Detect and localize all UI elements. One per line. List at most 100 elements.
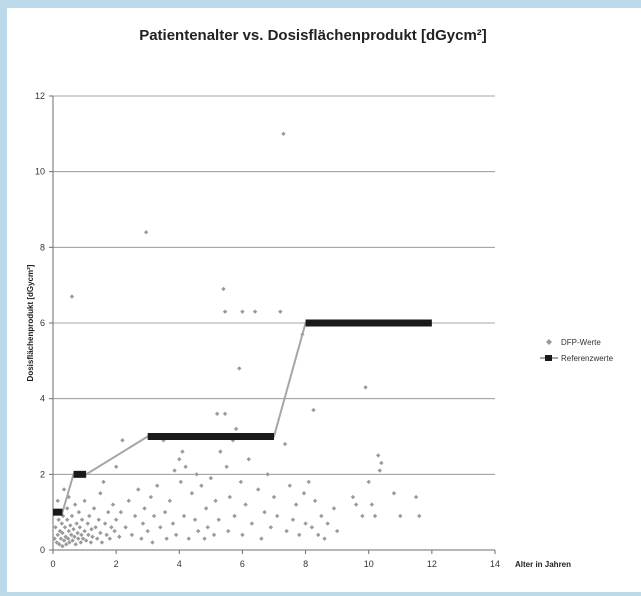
data-point: [140, 521, 146, 526]
data-point: [398, 513, 403, 519]
data-point: [391, 491, 397, 496]
data-point: [252, 309, 258, 314]
data-point: [129, 532, 135, 538]
reference-segment: [305, 319, 432, 327]
data-point: [98, 530, 103, 536]
data-point: [82, 528, 87, 534]
data-point: [112, 528, 117, 534]
data-point: [120, 438, 125, 443]
data-point: [311, 407, 316, 413]
data-point: [186, 536, 191, 541]
data-point: [224, 464, 229, 469]
data-point: [301, 491, 307, 496]
data-point: [170, 521, 176, 526]
data-point: [69, 513, 75, 519]
data-point: [58, 536, 64, 541]
data-point: [312, 498, 318, 504]
data-point: [65, 536, 71, 541]
data-point: [85, 521, 90, 526]
data-point: [113, 464, 119, 469]
data-point: [109, 525, 114, 530]
data-point: [240, 532, 245, 538]
data-point: [102, 521, 108, 526]
data-point: [377, 468, 382, 473]
data-point: [173, 532, 179, 538]
data-point: [82, 498, 87, 504]
data-point: [265, 472, 270, 477]
data-point: [214, 411, 220, 416]
data-point: [110, 502, 116, 507]
data-point: [284, 528, 289, 534]
data-point: [145, 528, 150, 534]
x-tick-label: 4: [177, 559, 182, 569]
x-tick-label: 12: [427, 559, 437, 569]
data-point: [262, 509, 267, 515]
data-point: [216, 517, 221, 522]
data-point: [113, 517, 119, 522]
data-point: [379, 460, 384, 466]
tick-labels: 0 2 4 6 8 10 12 0 2 4 6 8 10 12 14: [35, 91, 500, 569]
data-point: [282, 441, 288, 447]
x-tick-label: 2: [114, 559, 119, 569]
data-point: [360, 513, 365, 519]
data-point: [218, 449, 223, 454]
data-point: [52, 536, 57, 541]
data-point: [68, 523, 73, 528]
data-point: [53, 525, 58, 530]
y-tick-label: 12: [35, 91, 45, 101]
data-point: [98, 491, 103, 496]
data-point: [55, 498, 60, 504]
data-point: [237, 366, 242, 371]
data-point: [154, 483, 160, 488]
data-point: [319, 513, 324, 519]
data-point: [150, 540, 155, 545]
x-tick-label: 8: [303, 559, 308, 569]
data-point: [55, 532, 60, 538]
data-point: [67, 540, 72, 545]
data-point: [246, 457, 251, 462]
data-point: [61, 538, 67, 543]
data-point: [79, 517, 85, 522]
chart-title: Patientenalter vs. Dosisflächenprodukt […: [139, 27, 487, 44]
data-point: [164, 536, 169, 541]
x-tick-label: 14: [490, 559, 500, 569]
data-point: [189, 491, 195, 496]
data-point: [287, 483, 292, 488]
data-point: [73, 542, 78, 547]
data-point: [177, 457, 182, 462]
reference-connector-line: [53, 322, 432, 514]
data-point: [281, 131, 286, 137]
data-point: [54, 540, 59, 545]
data-point: [71, 526, 76, 532]
data-point: [88, 540, 94, 545]
data-point: [90, 534, 95, 539]
data-point: [297, 532, 302, 538]
y-tick-label: 2: [40, 469, 45, 479]
data-point: [194, 472, 199, 477]
legend-square-icon: [545, 355, 552, 361]
data-point: [306, 479, 311, 485]
data-point: [205, 525, 210, 530]
data-point: [60, 530, 65, 536]
data-point: [139, 536, 144, 541]
x-axis-label: Alter in Jahren: [515, 560, 571, 569]
data-point: [192, 517, 198, 522]
data-point: [278, 309, 283, 314]
data-point: [208, 475, 214, 481]
data-point: [232, 513, 237, 519]
data-point: [86, 532, 91, 538]
data-point: [117, 534, 122, 539]
data-point: [79, 532, 84, 538]
data-point: [107, 536, 113, 541]
data-point: [233, 426, 239, 432]
data-point: [77, 525, 83, 530]
data-point: [259, 536, 264, 541]
data-point: [322, 536, 327, 541]
data-point: [106, 509, 111, 515]
y-tick-label: 0: [40, 545, 45, 555]
data-point: [162, 509, 168, 515]
data-point: [65, 506, 70, 511]
data-point: [57, 528, 63, 534]
